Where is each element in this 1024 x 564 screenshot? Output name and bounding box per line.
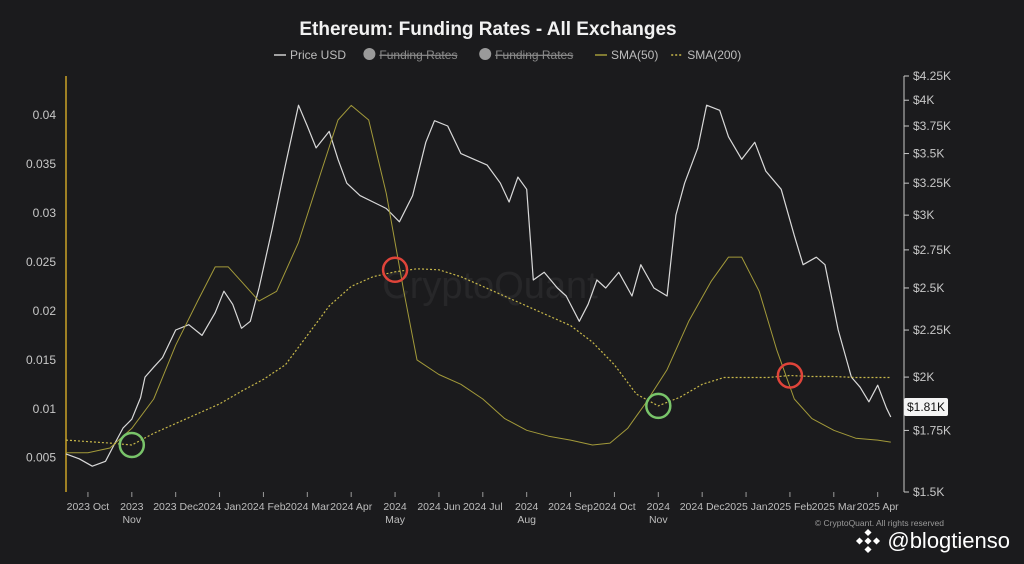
- legend-label: SMA(200): [687, 48, 741, 62]
- x-tick-label: 2024 Feb: [241, 501, 286, 513]
- left-axis: 0.005 0.01 0.015 0.02 0.025 0.03 0.035 0.04: [26, 76, 67, 492]
- series-line-sma-50-: [66, 104, 891, 454]
- last-price-badge: $1.81K: [904, 398, 948, 416]
- annotation-circle: [381, 256, 409, 284]
- right-tick-label: $1.75K: [913, 423, 951, 437]
- x-tick-label-line2: May: [385, 514, 406, 526]
- legend-label: Funding Rates: [495, 48, 573, 62]
- right-tick-label: $3.75K: [913, 119, 951, 133]
- legend-marker: [363, 48, 376, 60]
- x-tick-label-line2: Nov: [122, 514, 141, 526]
- legend-item[interactable]: Price USD: [274, 48, 346, 62]
- x-tick-label-line2: Nov: [649, 514, 668, 526]
- x-tick-label: 2024 Oct: [593, 501, 636, 513]
- series-line-price-usd: [65, 104, 892, 467]
- right-tick-label: $2.75K: [913, 243, 951, 257]
- social-handle: @blogtienso: [855, 528, 1010, 554]
- legend-item[interactable]: SMA(50): [595, 48, 658, 62]
- chart-title: Ethereum: Funding Rates - All Exchanges: [299, 19, 676, 40]
- left-tick-label: 0.025: [26, 255, 56, 269]
- legend-item[interactable]: Funding Rates: [363, 48, 457, 62]
- x-tick-label: 2023 Dec: [153, 501, 198, 513]
- x-tick-label: 2025 Mar: [812, 501, 857, 513]
- legend-item[interactable]: SMA(200): [671, 48, 741, 62]
- right-tick-label: $4K: [913, 93, 934, 107]
- legend-label: Funding Rates: [379, 48, 457, 62]
- left-tick-label: 0.02: [33, 304, 57, 318]
- annotation-circle: [118, 431, 146, 459]
- x-tick-label: 2025 Jan: [724, 501, 767, 513]
- x-tick-label: 2024 Dec: [680, 501, 725, 513]
- x-tick-label: 2025 Feb: [768, 501, 813, 513]
- right-tick-label: $2.5K: [913, 281, 944, 295]
- copyright-text: © CryptoQuant. All rights reserved: [815, 518, 944, 528]
- annotation-layer: [118, 256, 804, 459]
- left-tick-label: 0.04: [33, 108, 57, 122]
- x-tick-label: 2024 Mar: [285, 501, 330, 513]
- social-handle-text: @blogtienso: [887, 528, 1010, 553]
- x-tick-label: 2024: [647, 501, 671, 513]
- annotation-circle: [645, 392, 672, 420]
- x-tick-label: 2024: [515, 501, 539, 513]
- chart-legend: Price USD Funding Rates Funding Rates SMA(5…: [274, 48, 741, 62]
- x-tick-label: 2024 Apr: [330, 501, 373, 513]
- series-layer: [65, 104, 892, 467]
- left-tick-label: 0.01: [33, 402, 57, 416]
- last-price-label: $1.81K: [907, 400, 945, 414]
- legend-item[interactable]: Funding Rates: [479, 48, 573, 62]
- left-tick-label: 0.03: [33, 206, 57, 220]
- x-tick-label-line2: Aug: [517, 514, 536, 526]
- right-tick-label: $3.5K: [913, 147, 944, 161]
- annotation-circle: [776, 362, 804, 389]
- last-price-badge-bg: [904, 398, 948, 416]
- right-axis: $1.5K $1.75K $2K $2.25K $2.5K $2.75K $3K $3.25K…: [903, 69, 951, 499]
- left-tick-label: 0.005: [26, 451, 56, 465]
- x-tick-label: 2023: [120, 501, 144, 513]
- legend-marker: [479, 48, 492, 60]
- left-tick-label: 0.035: [26, 157, 56, 171]
- right-tick-label: $3.25K: [913, 176, 951, 190]
- x-tick-label: 2025 Apr: [857, 501, 900, 513]
- right-tick-label: $3K: [913, 208, 934, 222]
- watermark: CryptoQuant: [382, 265, 598, 307]
- right-tick-label: $2.25K: [913, 323, 951, 337]
- x-tick-label: 2023 Oct: [67, 501, 110, 513]
- x-tick-label: 2024 Jul: [463, 501, 503, 513]
- legend-label: SMA(50): [611, 48, 658, 62]
- left-tick-label: 0.015: [26, 353, 56, 367]
- legend-label: Price USD: [290, 48, 346, 62]
- x-tick-label: 2024 Sep: [548, 501, 593, 513]
- right-tick-label: $1.5K: [913, 485, 944, 499]
- x-tick-label: 2024 Jun: [417, 501, 460, 513]
- binance-logo-icon: [856, 528, 881, 554]
- series-line-sma-200-: [65, 268, 891, 446]
- x-tick-label: 2024 Jan: [198, 501, 241, 513]
- right-tick-label: $4.25K: [913, 69, 951, 83]
- x-tick-label: 2024: [383, 501, 407, 513]
- right-tick-label: $2K: [913, 370, 934, 384]
